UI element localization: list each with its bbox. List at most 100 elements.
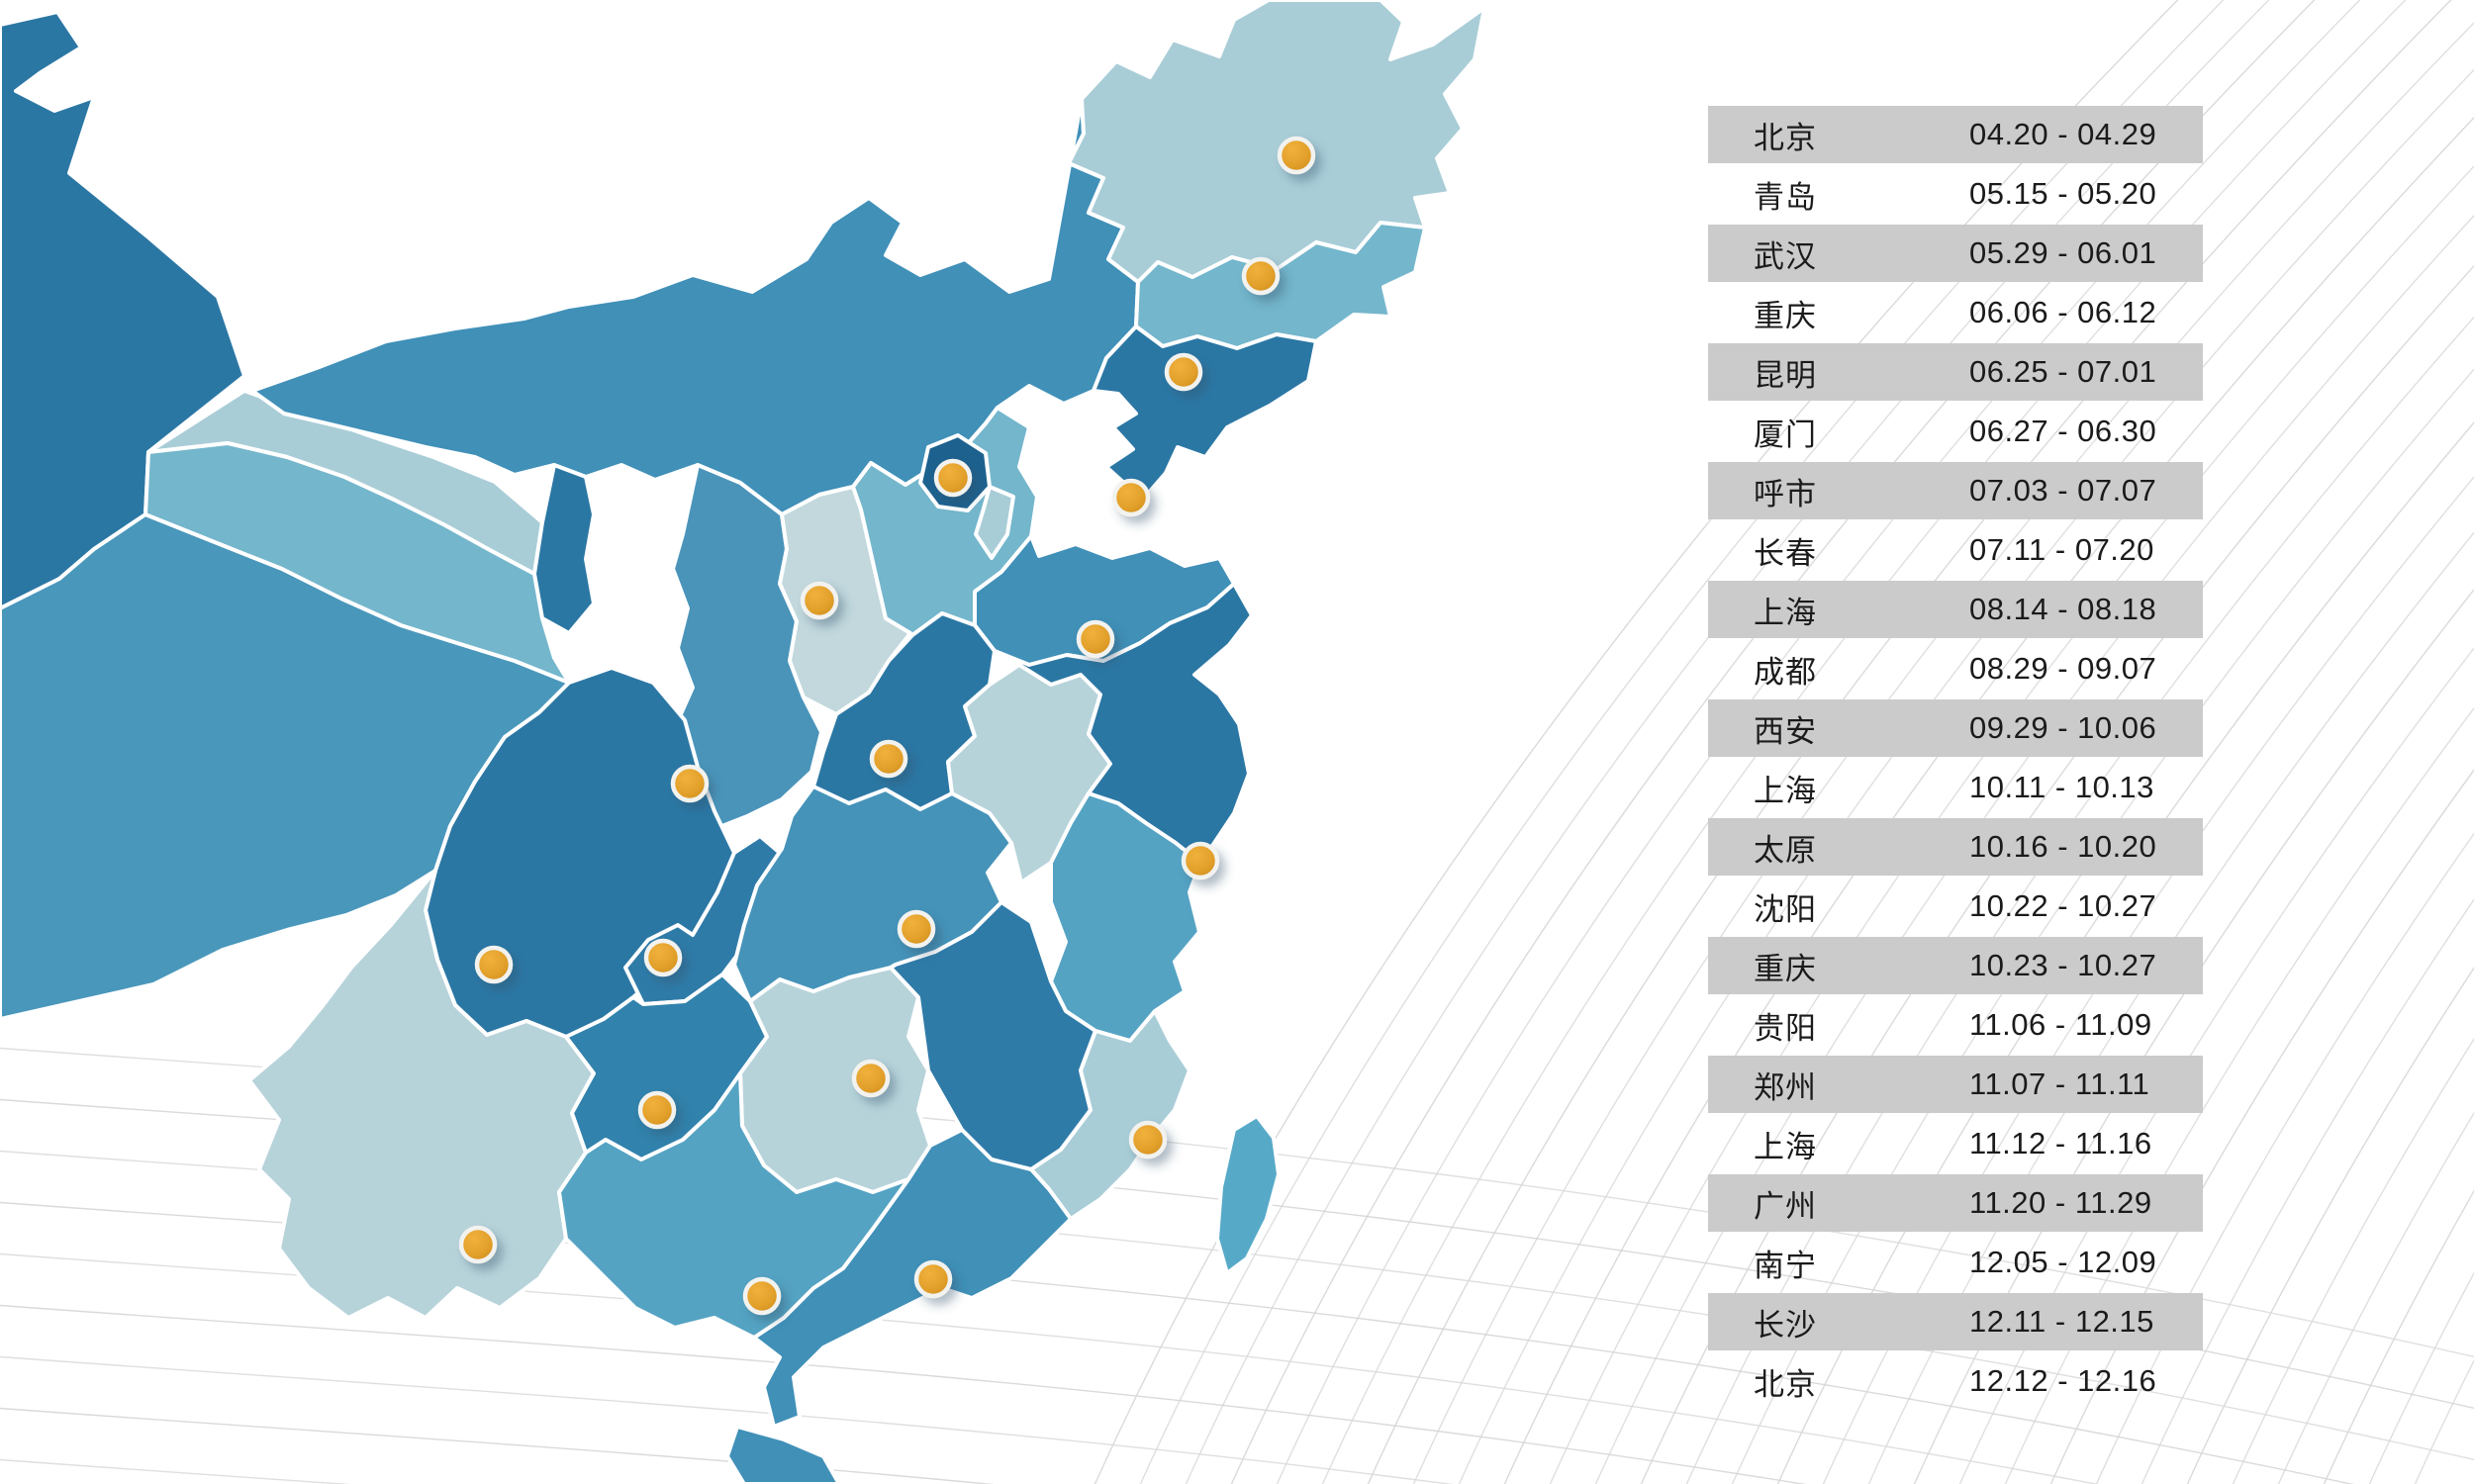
ornament-line [2186,967,2474,1484]
ornament-line [0,1252,2100,1484]
city-marker-beijing[interactable] [933,458,973,498]
ornament-line [2232,1037,2474,1484]
schedule-date-range: 07.03 - 07.07 [1969,473,2157,508]
schedule-date-range: 11.12 - 11.16 [1969,1126,2152,1160]
schedule-row: 长春 07.11 - 07.20 [1708,521,2203,579]
schedule-city-label: 长沙 [1754,1307,1817,1343]
city-marker-taiyuan[interactable] [800,581,839,620]
schedule-row: 贵阳 11.06 - 11.09 [1708,996,2203,1054]
schedule-row: 厦门 06.27 - 06.30 [1708,403,2203,460]
schedule-city-label: 成都 [1754,654,1817,690]
schedule-row: 呼市 07.03 - 07.07 [1708,462,2203,519]
region-taiwan [1215,1114,1281,1275]
schedule-row: 北京 04.20 - 04.29 [1708,106,2203,163]
city-marker-xiamen[interactable] [1128,1120,1168,1159]
region-yunnan [247,869,596,1320]
schedule-row: 上海 11.12 - 11.16 [1708,1115,2203,1172]
tour-schedule-list: 北京 04.20 - 04.29 青岛 05.15 - 05.20 武汉 05.… [1708,106,2203,1412]
schedule-date-range: 04.20 - 04.29 [1969,117,2157,151]
city-marker-xian[interactable] [670,764,710,803]
region-jiangsu [993,582,1254,865]
schedule-date-range: 10.11 - 10.13 [1969,770,2154,804]
schedule-city-label: 昆明 [1754,357,1817,393]
schedule-row: 长沙 12.11 - 12.15 [1708,1293,2203,1350]
city-marker-layer [458,136,1316,1316]
schedule-city-label: 北京 [1754,1366,1817,1402]
schedule-date-range: 07.11 - 07.20 [1969,532,2154,567]
city-marker-guangzhou[interactable] [913,1259,953,1299]
city-marker-shenyang[interactable] [1164,352,1203,392]
city-marker-guiyang[interactable] [637,1090,677,1130]
city-marker-kunming[interactable] [458,1225,498,1264]
schedule-city-label: 广州 [1754,1188,1817,1224]
schedule-city-label: 长春 [1754,535,1817,571]
schedule-date-range: 06.25 - 07.01 [1969,354,2157,389]
schedule-row: 太原 10.16 - 10.20 [1708,818,2203,876]
schedule-date-range: 11.06 - 11.09 [1969,1007,2152,1042]
ornament-line [1549,165,2474,1484]
city-marker-chongqing[interactable] [643,938,683,977]
city-marker-changsha[interactable] [851,1059,891,1098]
schedule-city-label: 厦门 [1754,417,1817,452]
schedule-city-label: 西安 [1754,713,1817,749]
schedule-row: 上海 10.11 - 10.13 [1708,759,2203,816]
city-marker-wuhan[interactable] [897,909,936,949]
schedule-city-label: 重庆 [1754,951,1817,986]
ornament-line [2323,1189,2474,1484]
schedule-row: 重庆 10.23 - 10.27 [1708,937,2203,994]
schedule-row: 重庆 06.06 - 06.12 [1708,284,2203,341]
schedule-row: 郑州 11.07 - 11.11 [1708,1056,2203,1113]
schedule-city-label: 青岛 [1754,179,1817,215]
city-marker-shanghai[interactable] [1181,841,1220,881]
ornament-line [0,1407,996,1484]
schedule-city-label: 呼市 [1754,476,1817,511]
region-liaoning [1092,325,1318,518]
schedule-date-range: 08.14 - 08.18 [1969,592,2157,626]
schedule-city-label: 武汉 [1754,238,1817,274]
schedule-city-label: 太原 [1754,832,1817,868]
ornament-line [2277,1111,2474,1484]
schedule-city-label: 南宁 [1754,1248,1817,1283]
schedule-date-range: 05.29 - 06.01 [1969,235,2157,270]
city-marker-qingdao[interactable] [1076,619,1115,659]
ornament-line [2141,898,2474,1484]
ornament-line [0,1304,1807,1484]
ornament-line [1094,0,2179,1484]
schedule-date-range: 10.16 - 10.20 [1969,829,2157,864]
ornament-line [0,1458,351,1484]
city-marker-nanning[interactable] [742,1276,782,1316]
city-marker-harbin[interactable] [1277,136,1316,175]
ornament-line [1185,0,2270,1484]
schedule-city-label: 沈阳 [1754,891,1817,927]
ornament-line [0,1355,1455,1484]
city-marker-changchun[interactable] [1241,256,1281,296]
schedule-date-range: 12.11 - 12.15 [1969,1304,2154,1339]
schedule-row: 北京 12.12 - 12.16 [1708,1352,2203,1410]
schedule-row: 昆明 06.25 - 07.01 [1708,343,2203,401]
ornament-line [1139,0,2225,1484]
ornament-line [1503,116,2474,1484]
schedule-date-range: 09.29 - 10.06 [1969,710,2157,745]
schedule-city-label: 上海 [1754,1129,1817,1164]
schedule-city-label: 上海 [1754,773,1817,808]
city-marker-chengdu[interactable] [474,945,514,984]
schedule-row: 沈阳 10.22 - 10.27 [1708,878,2203,935]
schedule-city-label: 郑州 [1754,1069,1817,1105]
schedule-city-label: 贵阳 [1754,1010,1817,1046]
region-fujian [1029,1009,1191,1221]
schedule-row: 青岛 05.15 - 05.20 [1708,165,2203,223]
schedule-date-range: 06.27 - 06.30 [1969,414,2157,448]
schedule-date-range: 12.12 - 12.16 [1969,1363,2157,1398]
schedule-row: 上海 08.14 - 08.18 [1708,581,2203,638]
city-marker-zhengzhou[interactable] [869,739,908,779]
region-heilongjiang [1067,0,1486,284]
schedule-row: 广州 11.20 - 11.29 [1708,1174,2203,1232]
region-qinghai [143,441,571,685]
schedule-city-label: 北京 [1754,120,1817,155]
ornament-line [1230,0,2316,1484]
schedule-date-range: 10.22 - 10.27 [1969,888,2157,923]
province-layer [0,0,1486,1484]
city-marker-bohai-coast[interactable] [1111,478,1151,517]
